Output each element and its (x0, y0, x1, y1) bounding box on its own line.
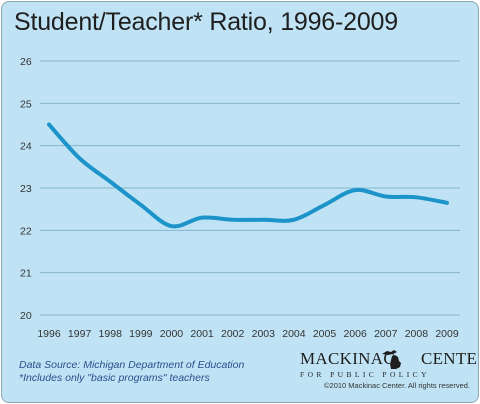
gridlines (40, 60, 460, 316)
x-axis-ticks: 1996 1997 1998 1999 2000 2001 2002 2003 2004 2005… (37, 328, 459, 340)
x-tick-label: 2005 (313, 328, 337, 340)
x-tick-label: 1999 (129, 328, 153, 340)
logo-word-right: CENTER (420, 349, 478, 368)
x-tick-label: 1998 (99, 328, 123, 340)
x-tick-label: 1997 (68, 328, 92, 340)
chart-title: Student/Teacher* Ratio, 1996-2009 (14, 8, 398, 36)
source-line: Data Source: Michigan Department of Educ… (19, 359, 245, 371)
x-tick-label: 2008 (405, 328, 429, 340)
y-tick-label: 23 (20, 183, 32, 195)
x-tick-label: 2004 (282, 328, 306, 340)
copyright-text: ©2010 Mackinac Center. All rights reserv… (324, 381, 471, 390)
y-tick-label: 25 (20, 98, 32, 110)
x-tick-label: 2009 (435, 328, 459, 340)
x-tick-label: 2006 (343, 328, 367, 340)
y-axis-ticks: 20 21 22 23 24 25 26 (20, 56, 32, 322)
x-tick-label: 2001 (190, 328, 214, 340)
x-tick-label: 1996 (37, 328, 61, 340)
y-tick-label: 26 (20, 56, 32, 68)
y-tick-label: 21 (20, 268, 32, 280)
logo-word-left: MACKINAC (300, 349, 395, 368)
y-tick-label: 24 (20, 141, 32, 153)
logo-wordmark: MACKINAC CENTER (300, 349, 478, 369)
x-tick-label: 2000 (160, 328, 184, 340)
mackinac-logo: MACKINAC CENTER FOR PUBLIC POLICY ©2010 M… (300, 349, 478, 401)
x-tick-label: 2002 (221, 328, 245, 340)
x-tick-label: 2007 (374, 328, 398, 340)
series-line (47, 122, 449, 229)
y-tick-label: 20 (20, 310, 32, 322)
y-tick-label: 22 (20, 225, 32, 237)
footnote-line: *Includes only "basic programs" teachers (19, 372, 210, 384)
logo-subtitle: FOR PUBLIC POLICY (300, 370, 430, 379)
data-source-note: Data Source: Michigan Department of Educ… (19, 359, 244, 385)
michigan-map-icon (382, 350, 401, 369)
x-tick-label: 2003 (252, 328, 276, 340)
